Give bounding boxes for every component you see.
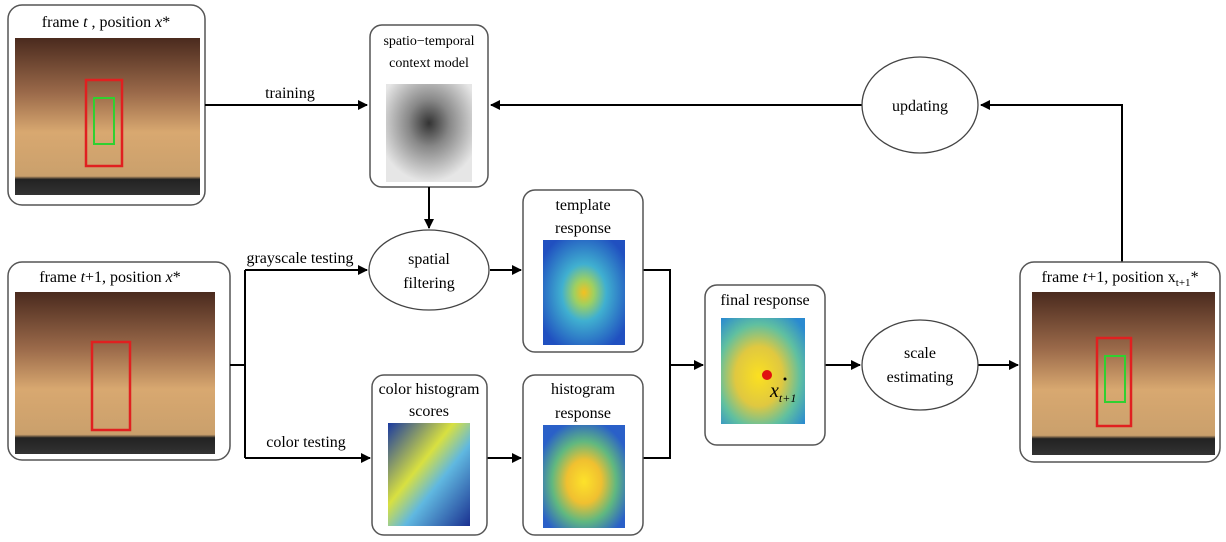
label-part: *	[162, 14, 170, 31]
heatmap	[721, 318, 805, 424]
label-part: frame	[1041, 269, 1082, 286]
box-label: context model	[389, 56, 469, 71]
frame-label: frame t+1, position x*	[39, 269, 180, 286]
label-part: +1, position	[85, 269, 166, 286]
box-label: scores	[409, 403, 449, 420]
box-label: final response	[720, 292, 809, 309]
edge-label: training	[265, 85, 315, 102]
frame-image	[1032, 292, 1215, 455]
node-label: estimating	[887, 369, 954, 386]
frame-image	[15, 38, 200, 195]
box-label: color histogram	[379, 381, 480, 398]
node-label: scale	[904, 345, 936, 362]
label-part: *	[1191, 269, 1199, 286]
frame-label: frame t , position x*	[42, 14, 170, 31]
box-label: spatio−temporal	[383, 34, 474, 49]
process-node	[862, 320, 978, 410]
heatmap	[388, 423, 470, 526]
edge-label: color testing	[266, 434, 346, 451]
label-part: x	[1168, 269, 1176, 286]
node-label: spatial	[408, 251, 450, 268]
label-part: x	[165, 269, 173, 286]
process-node	[369, 230, 489, 310]
peak-marker	[784, 378, 787, 381]
label-part: x	[154, 14, 162, 31]
label-part: frame	[42, 14, 83, 31]
edge-label: grayscale testing	[246, 250, 353, 267]
connector	[643, 270, 670, 458]
peak-marker	[762, 370, 772, 380]
box-label: response	[555, 405, 611, 422]
label-part: t+1	[779, 391, 796, 405]
arrow	[981, 105, 1122, 262]
diagram: frame t , position x* frame t+1, positio…	[0, 0, 1226, 542]
model-image	[386, 84, 472, 182]
label-part: +1, position	[1087, 269, 1168, 286]
box-label: histogram	[551, 381, 616, 398]
label-part: x	[769, 380, 779, 402]
label-part: frame	[39, 269, 80, 286]
label-part: *	[173, 269, 181, 286]
label-part: , position	[88, 14, 156, 31]
node-label: filtering	[403, 275, 455, 292]
box-label: template	[555, 197, 610, 214]
label-part: t+1	[1176, 277, 1191, 289]
box-label: response	[555, 220, 611, 237]
node-label: updating	[892, 98, 948, 115]
heatmap	[543, 425, 625, 528]
heatmap	[543, 240, 625, 345]
